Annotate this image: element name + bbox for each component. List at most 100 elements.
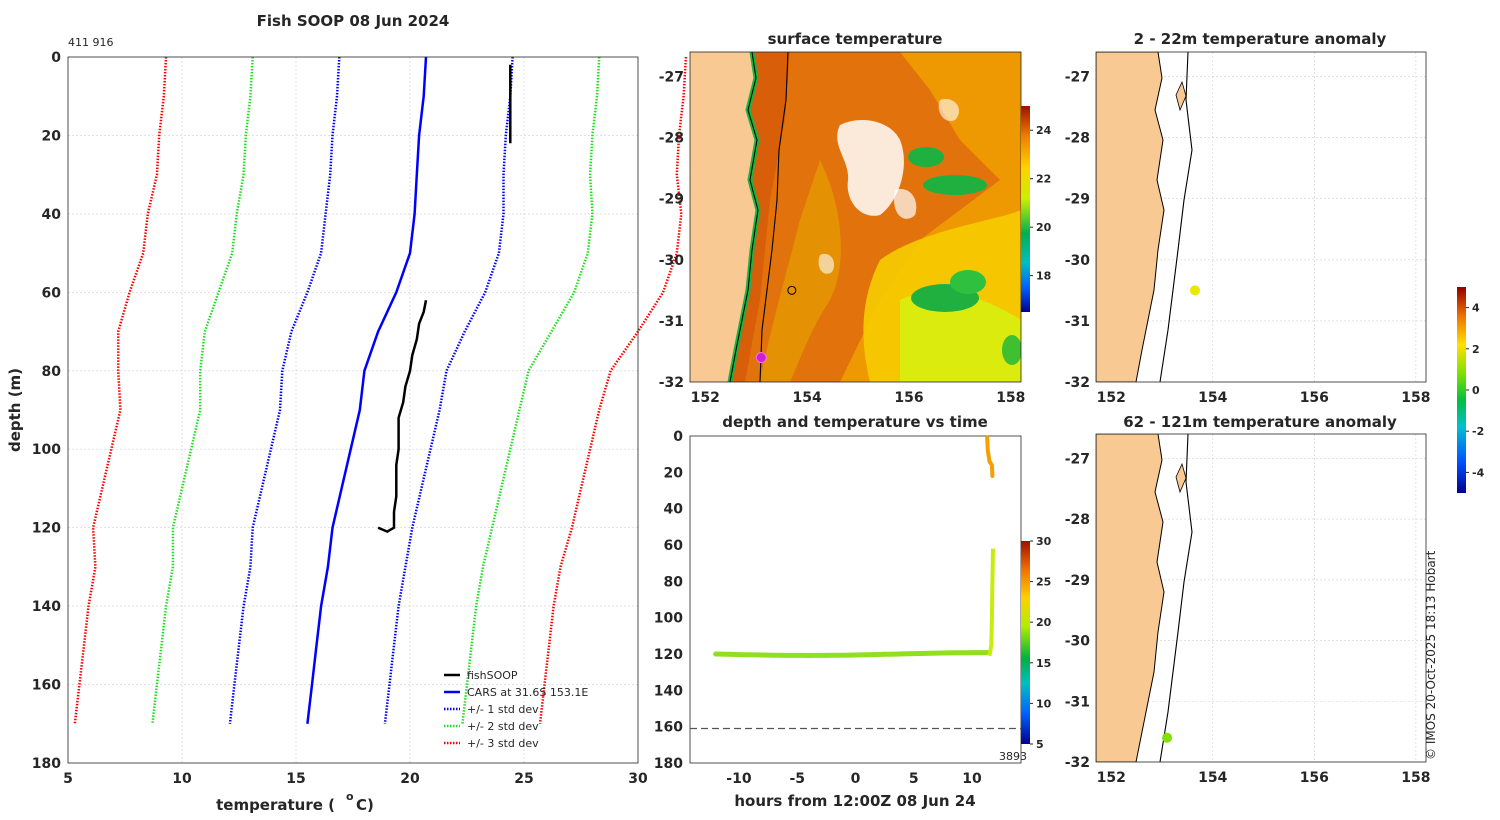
anomaly-colorbar-tick-label: 4 bbox=[1472, 302, 1480, 315]
time-xtick: 0 bbox=[851, 771, 861, 787]
profile-xtick: 15 bbox=[286, 771, 305, 787]
anomaly-shallow-ytick: -31 bbox=[1065, 314, 1090, 330]
anomaly-shallow-frame bbox=[1095, 51, 1427, 383]
profile-xlabel-unit: C) bbox=[356, 796, 374, 814]
profile-ytick: 180 bbox=[32, 756, 61, 772]
sst-ocean-lime bbox=[900, 291, 1021, 382]
anomaly-shallow-isobath bbox=[1159, 52, 1193, 382]
anomaly-shallow-island bbox=[1175, 80, 1187, 112]
sst-colorbar-tick-label: 22 bbox=[1036, 173, 1051, 186]
time-xlabel: hours from 12:00Z 08 Jun 24 bbox=[734, 792, 975, 810]
anomaly-shallow-xtick: 156 bbox=[1300, 390, 1329, 406]
time-ytick: 100 bbox=[654, 611, 683, 627]
sst-xtick: 152 bbox=[691, 390, 720, 406]
legend-2std: +/- 2 std dev bbox=[467, 720, 539, 733]
time-colorbar-tick-label: 25 bbox=[1036, 576, 1051, 589]
sst-colorbar-ticks: 18 20 22 24 bbox=[1030, 124, 1052, 283]
anomaly-deep-ytick: -32 bbox=[1065, 755, 1090, 771]
anomaly-colorbar-tick-label: -4 bbox=[1472, 466, 1485, 479]
sst-ytick: -30 bbox=[659, 253, 685, 269]
anomaly-shallow-map bbox=[1096, 52, 1193, 382]
profile-xtick: 20 bbox=[400, 771, 420, 787]
sst-ship-marker bbox=[755, 352, 767, 364]
anomaly-deep-ytick: -30 bbox=[1065, 634, 1091, 650]
profile-ytick: 100 bbox=[32, 442, 61, 458]
profile-xtick: 10 bbox=[172, 771, 192, 787]
anomaly-colorbar-tick-label: 2 bbox=[1472, 343, 1480, 356]
profile-xtick: 5 bbox=[63, 771, 73, 787]
sst-ytick: -29 bbox=[659, 192, 684, 208]
sst-cool-eddy-5 bbox=[1002, 335, 1021, 365]
time-surface-series bbox=[985, 435, 995, 478]
anomaly-deep-ytick: -27 bbox=[1065, 451, 1090, 467]
anomaly-shallow-ytick: -27 bbox=[1065, 69, 1090, 85]
sst-ytick: -27 bbox=[659, 69, 684, 85]
legend-fishsoop: fishSOOP bbox=[467, 669, 518, 682]
profile-grid bbox=[67, 56, 639, 764]
time-ytick: 140 bbox=[654, 683, 683, 699]
time-panel: depth and temperature vs time 3893 -10 -5… bbox=[654, 413, 1052, 810]
credit-text: © IMOS 20-Oct-2025 18:13 Hobart bbox=[1424, 550, 1438, 760]
time-colorbar bbox=[1021, 541, 1030, 744]
sst-colorbar-tick-label: 18 bbox=[1036, 270, 1051, 283]
sst-coastline bbox=[729, 52, 759, 382]
sst-cloud-1 bbox=[837, 120, 904, 216]
profile-ticks: 5 10 15 20 25 30 0 20 40 60 80 100 120 140 160 180 bbox=[32, 50, 648, 787]
anomaly-shallow-xtick: 158 bbox=[1401, 390, 1430, 406]
anomaly-deep-ytick: -29 bbox=[1065, 573, 1090, 589]
time-series-marks bbox=[713, 435, 995, 659]
anomaly-colorbar-ticks: 4 2 0 -2 -4 bbox=[1466, 302, 1485, 479]
time-title: depth and temperature vs time bbox=[722, 413, 988, 431]
sst-colorbar-tick-label: 20 bbox=[1036, 221, 1052, 234]
time-frame bbox=[689, 435, 1022, 764]
sst-isobath bbox=[759, 52, 789, 382]
anomaly-deep-frame bbox=[1095, 433, 1427, 763]
profile-xtick: 25 bbox=[514, 771, 533, 787]
anomaly-deep-xtick: 152 bbox=[1097, 770, 1126, 786]
profile-panel: Fish SOOP 08 Jun 2024 411 916 5 10 15 20 25 3… bbox=[6, 12, 688, 814]
sst-cool-eddy-4 bbox=[950, 270, 986, 294]
profile-minus-1std-line bbox=[228, 56, 341, 724]
sst-xtick: 154 bbox=[793, 390, 822, 406]
profile-ylabel: depth (m) bbox=[6, 368, 24, 452]
sst-xtick: 158 bbox=[996, 390, 1025, 406]
sst-xtick: 156 bbox=[894, 390, 923, 406]
anomaly-shallow-title: 2 - 22m temperature anomaly bbox=[1134, 30, 1387, 48]
profile-minus-2std-line bbox=[151, 56, 254, 724]
profile-ytick: 20 bbox=[42, 128, 62, 144]
sst-ocean-band bbox=[760, 160, 841, 382]
time-ytick: 180 bbox=[654, 756, 683, 772]
anomaly-deep-land bbox=[1096, 434, 1165, 762]
profile-xlabel-degree: o bbox=[346, 790, 354, 803]
sst-ticks: 152 154 156 158 -27 -28 -29 -30 -31 -32 bbox=[659, 69, 1026, 406]
time-ytick: 120 bbox=[654, 647, 683, 663]
time-ytick: 160 bbox=[654, 720, 683, 736]
time-colorbar-tick-label: 5 bbox=[1036, 738, 1044, 751]
anomaly-deep-isobath bbox=[1159, 434, 1193, 762]
profile-ytick: 120 bbox=[32, 521, 61, 537]
anomaly-shallow-ytick: -28 bbox=[1065, 131, 1090, 147]
anomaly-deep-ticks: 152 154 156 158 -27 -28 -29 -30 -31 -32 bbox=[1065, 451, 1431, 786]
anomaly-deep-xtick: 154 bbox=[1198, 770, 1227, 786]
profile-legend: fishSOOP CARS at 31.6S 153.1E +/- 1 std … bbox=[444, 669, 588, 750]
anomaly-colorbar-tick-label: -2 bbox=[1472, 425, 1484, 438]
anomaly-deep-point bbox=[1162, 732, 1173, 743]
anomaly-shallow-panel: 2 - 22m temperature anomaly 152 154 156 158… bbox=[1065, 30, 1431, 406]
anomaly-shallow-ticks: 152 154 156 158 -27 -28 -29 -30 -31 -32 bbox=[1065, 69, 1431, 406]
sst-map bbox=[690, 52, 1021, 382]
time-ytick: 60 bbox=[664, 538, 684, 554]
profile-title: Fish SOOP 08 Jun 2024 bbox=[257, 12, 450, 30]
profile-id-label: 411 916 bbox=[68, 36, 114, 49]
anomaly-shallow-point bbox=[1190, 285, 1200, 296]
time-xtick: -10 bbox=[726, 771, 752, 787]
profile-fishsoop-bottom-line bbox=[377, 299, 428, 533]
profile-minus-3std-line bbox=[73, 56, 168, 724]
profile-ytick: 80 bbox=[42, 364, 62, 380]
sst-colorbar-tick-label: 24 bbox=[1036, 124, 1052, 137]
profile-ytick: 60 bbox=[42, 285, 62, 301]
anomaly-deep-xtick: 156 bbox=[1300, 770, 1329, 786]
time-colorbar-tick-label: 15 bbox=[1036, 657, 1051, 670]
profile-xlabel: temperature ( bbox=[216, 796, 335, 814]
time-bottom-depth-label: 3893 bbox=[999, 750, 1027, 763]
profile-ytick: 160 bbox=[32, 678, 61, 694]
